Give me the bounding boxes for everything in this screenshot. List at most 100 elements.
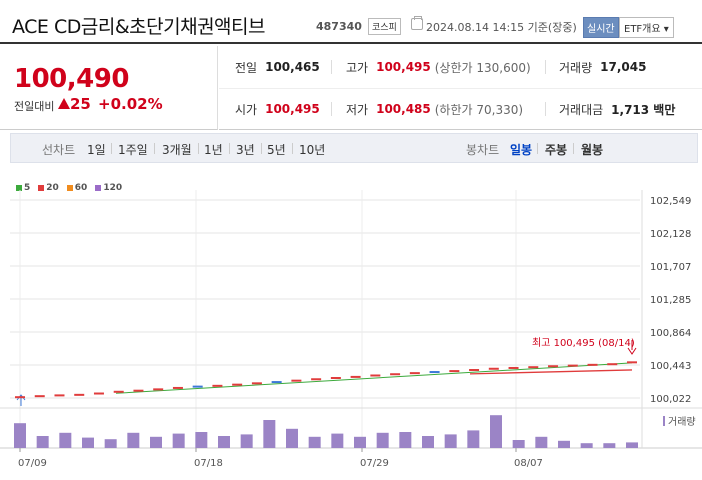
volume-bar: [14, 423, 26, 448]
divider: [331, 102, 332, 116]
change-value: 25: [70, 95, 91, 113]
row-divider: [219, 88, 702, 89]
stat-high: 고가 100,495 (상한가 130,600): [346, 46, 531, 88]
candle: [469, 369, 480, 372]
candles: [15, 361, 637, 399]
volume-bars: [14, 415, 638, 448]
candle-weekly[interactable]: 주봉: [545, 143, 568, 157]
candle: [390, 373, 401, 376]
stat-low: 저가 100,485 (하한가 70,330): [346, 88, 523, 130]
candle: [429, 371, 440, 374]
ma20-line: [469, 369, 633, 375]
separator: [292, 143, 293, 154]
stat-value: 17,045: [600, 60, 647, 74]
high-arrow-head-icon: [627, 347, 637, 355]
candle: [607, 363, 618, 366]
stat-label: 거래대금: [559, 102, 604, 117]
x-axis-labels: 07/09 07/18 07/29 08/07: [18, 448, 543, 469]
y-tick-label: 100,022: [650, 394, 691, 405]
stat-volume: 거래량 17,045: [559, 46, 646, 88]
candle: [251, 382, 262, 385]
x-tick-label: 08/07: [514, 458, 543, 469]
separator: [154, 143, 155, 154]
x-tick-label: 07/29: [360, 458, 389, 469]
period-5y[interactable]: 5년: [267, 143, 286, 157]
clock-icon: [411, 16, 423, 30]
candle: [311, 378, 322, 381]
moving-averages: [16, 340, 637, 406]
separator: [229, 143, 230, 154]
stat-amount: 거래대금 1,713 백만: [559, 88, 675, 130]
y-tick-label: 100,443: [650, 361, 691, 372]
header: ACE CD금리&초단기채권액티브 487340 코스피 2024.08.14 …: [0, 0, 702, 44]
stock-code: 487340: [316, 20, 362, 33]
candle: [192, 385, 203, 388]
candle-daily[interactable]: 일봉: [510, 143, 533, 157]
ma5-line: [115, 362, 633, 394]
y-tick-label: 100,864: [650, 328, 691, 339]
legend-ma120: 120: [95, 183, 122, 193]
candle: [488, 367, 499, 370]
period-10y[interactable]: 10년: [299, 143, 326, 157]
volume-bar: [399, 432, 412, 448]
period-3m[interactable]: 3개월: [162, 143, 192, 157]
volume-bar: [240, 434, 253, 448]
stat-value: 100,495: [376, 60, 431, 74]
candle: [409, 372, 420, 375]
volume-bar: [626, 442, 638, 448]
volume-bar: [354, 436, 366, 448]
volume-bar: [127, 432, 140, 448]
stat-label: 고가: [346, 60, 369, 75]
candle: [587, 363, 598, 366]
candle: [508, 366, 519, 369]
candle: [548, 365, 559, 368]
volume-bar: [172, 433, 185, 448]
separator: [111, 143, 112, 154]
stat-sub: (상한가 130,600): [434, 60, 531, 75]
realtime-button[interactable]: 실시간: [583, 17, 619, 38]
stat-value: 100,485: [376, 102, 431, 116]
chart-legend: 5 20 60 120: [16, 183, 122, 193]
candle: [34, 395, 45, 398]
stat-value: 100,495: [265, 102, 320, 116]
divider: [331, 60, 332, 74]
candle: [291, 379, 302, 382]
market-badge: 코스피: [368, 18, 401, 35]
volume-bar: [104, 439, 117, 448]
stat-open: 시가 100,495: [235, 88, 320, 130]
low-arrow-head-icon: [16, 394, 26, 401]
etf-overview-dropdown[interactable]: ETF개요 ▾: [619, 17, 674, 38]
stats-panel: 전일 100,465 고가 100,495 (상한가 130,600) 거래량 …: [219, 46, 702, 130]
candle: [113, 390, 124, 393]
candle: [232, 383, 243, 386]
candle: [350, 375, 361, 378]
candle: [153, 388, 164, 391]
y-axis-ticks: 102,549 102,128 101,707 101,285 100,864 100,4…: [650, 196, 691, 405]
volume-bar: [558, 440, 570, 448]
volume-bar: [580, 443, 593, 448]
divider: [545, 60, 546, 74]
candle: [567, 364, 578, 367]
candle: [212, 384, 223, 387]
volume-bar: [36, 436, 49, 448]
volume-bar: [444, 434, 457, 448]
x-tick-label: 07/09: [18, 458, 47, 469]
separator: [573, 143, 574, 154]
stat-label: 시가: [235, 102, 258, 117]
volume-bar: [82, 437, 94, 448]
period-1y[interactable]: 1년: [204, 143, 223, 157]
price-chart[interactable]: 102,549 102,128 101,707 101,285 100,864 100,4…: [0, 190, 702, 480]
candle: [627, 361, 637, 364]
legend-ma60: 60: [66, 183, 87, 193]
candle: [330, 377, 341, 380]
x-tick-label: 07/18: [194, 458, 223, 469]
volume-bar: [263, 420, 276, 448]
period-1d[interactable]: 1일: [87, 143, 106, 157]
candle: [449, 370, 460, 373]
period-1w[interactable]: 1주일: [118, 143, 148, 157]
volume-bar: [603, 443, 616, 448]
volume-bar: [150, 436, 162, 448]
candle: [15, 396, 25, 399]
period-3y[interactable]: 3년: [236, 143, 255, 157]
candle-monthly[interactable]: 월봉: [581, 143, 604, 157]
